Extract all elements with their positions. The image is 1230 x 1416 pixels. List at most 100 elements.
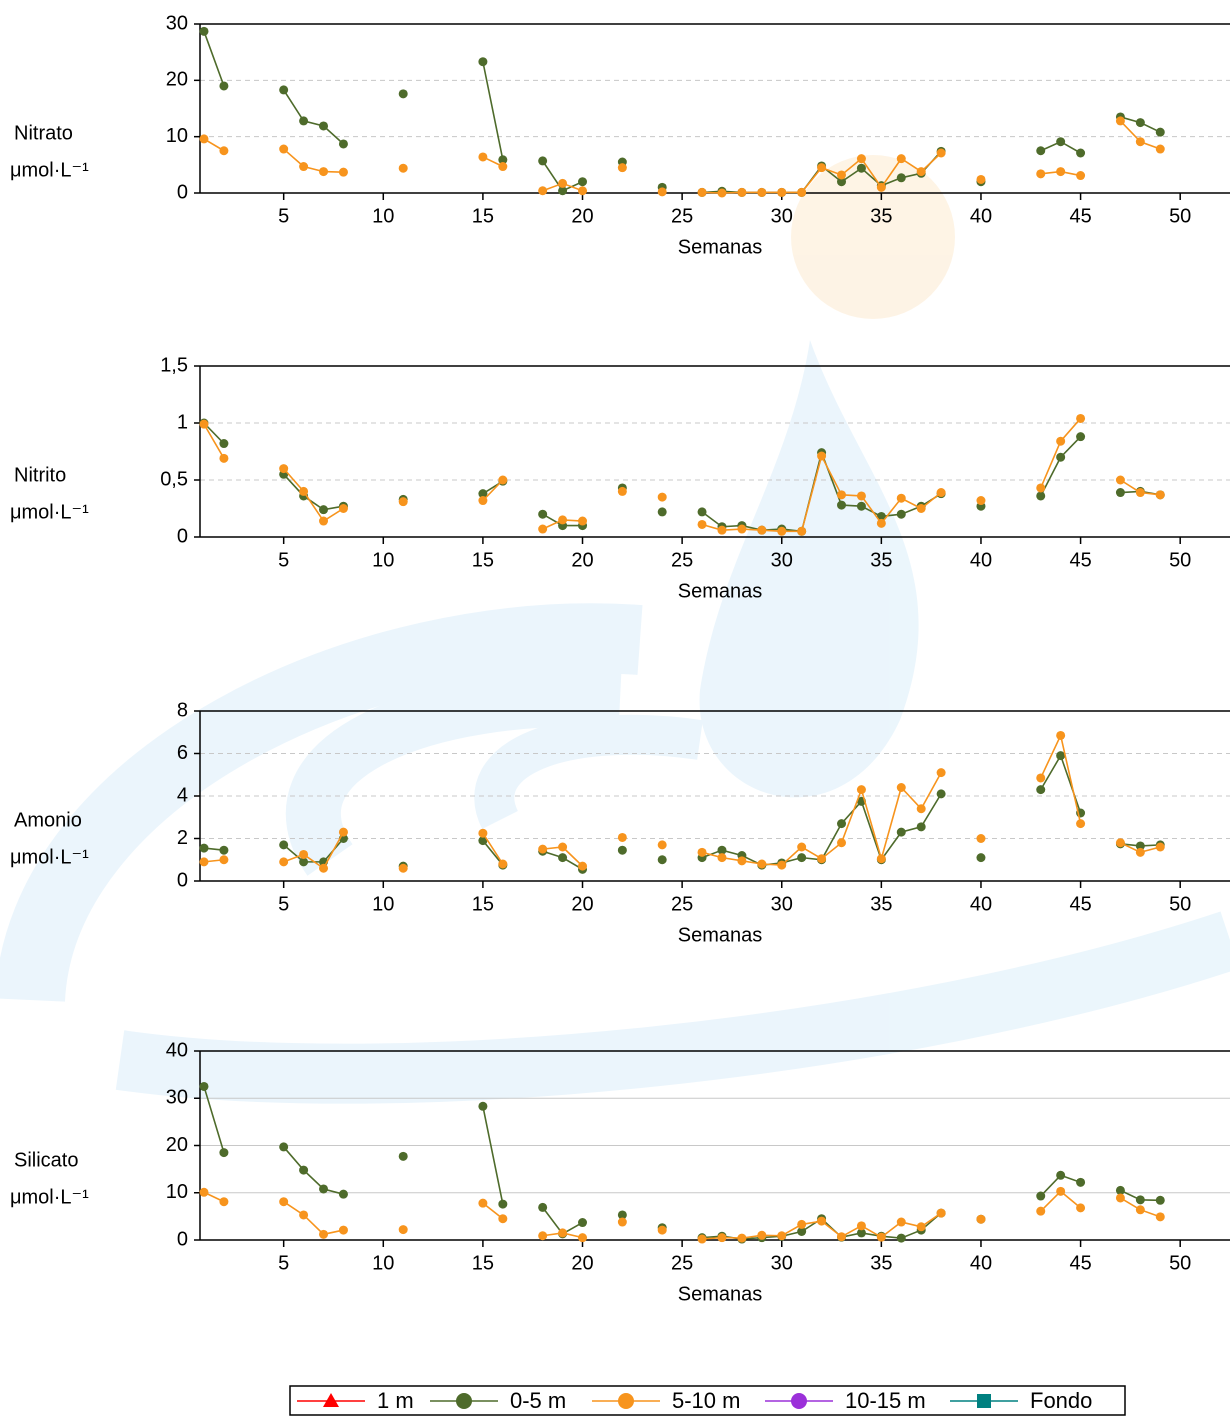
data-point <box>856 1228 866 1238</box>
y-tick-label: 0 <box>177 1228 188 1250</box>
data-point <box>538 509 548 519</box>
data-point <box>338 827 348 837</box>
data-point <box>1115 1185 1125 1195</box>
data-point <box>657 492 667 502</box>
data-point <box>916 804 926 814</box>
data-point <box>916 504 926 513</box>
x-tick-label: 50 <box>1169 1252 1191 1274</box>
data-point <box>817 451 827 461</box>
y-axis-label: Nitrato <box>14 122 73 144</box>
watermark-arc <box>474 714 703 829</box>
data-point <box>319 863 329 873</box>
data-point <box>279 840 289 850</box>
series-line <box>203 422 1161 533</box>
data-point <box>1056 751 1066 761</box>
data-point <box>299 162 309 172</box>
data-point <box>398 1225 408 1235</box>
data-point <box>1076 413 1086 423</box>
data-point <box>199 1081 209 1091</box>
data-point <box>319 167 329 177</box>
data-point <box>1115 475 1125 485</box>
data-point <box>717 853 727 863</box>
data-point <box>717 845 727 855</box>
data-point <box>1036 483 1046 493</box>
data-point <box>219 81 229 91</box>
data-point <box>498 1199 508 1209</box>
data-point <box>1155 1212 1165 1222</box>
data-point <box>1036 1206 1046 1216</box>
data-point <box>478 1101 488 1111</box>
x-tick-label: 35 <box>870 1252 892 1274</box>
x-tick-label: 25 <box>671 1252 693 1274</box>
data-point <box>1115 116 1125 126</box>
data-point <box>1155 1195 1165 1205</box>
x-tick-label: 30 <box>771 1252 793 1274</box>
data-point <box>777 187 787 197</box>
data-point <box>1076 819 1086 829</box>
data-point <box>876 1232 886 1242</box>
data-point <box>279 144 289 154</box>
data-point <box>896 173 906 183</box>
x-tick-label: 20 <box>571 893 593 915</box>
data-point <box>976 853 986 863</box>
data-point <box>916 167 926 177</box>
legend-marker <box>791 1393 807 1409</box>
data-point <box>1135 1205 1145 1215</box>
data-point <box>558 178 568 188</box>
watermark-arc <box>0 603 643 1003</box>
data-point <box>896 509 906 519</box>
x-tick-label: 15 <box>472 893 494 915</box>
data-point <box>697 847 707 857</box>
data-point <box>1056 167 1066 177</box>
data-point <box>896 1233 906 1243</box>
data-point <box>837 177 847 187</box>
data-point <box>398 863 408 873</box>
x-tick-label: 10 <box>372 1252 394 1274</box>
x-axis-label: Semanas <box>678 924 763 946</box>
data-point <box>896 493 906 503</box>
data-point <box>817 1216 827 1226</box>
data-point <box>757 525 767 535</box>
data-point <box>617 1217 627 1227</box>
data-point <box>1056 137 1066 147</box>
data-point <box>1056 436 1066 446</box>
data-point <box>837 170 847 180</box>
data-point <box>498 475 508 485</box>
y-axis-label: μmol·L⁻¹ <box>10 159 89 181</box>
y-tick-label: 30 <box>166 12 188 34</box>
data-point <box>199 26 209 36</box>
x-tick-label: 40 <box>970 893 992 915</box>
x-tick-label: 35 <box>870 205 892 227</box>
data-point <box>1076 1177 1086 1187</box>
data-point <box>837 490 847 500</box>
data-point <box>1076 148 1086 158</box>
data-point <box>617 486 627 496</box>
data-point <box>1135 118 1145 128</box>
data-point <box>757 859 767 869</box>
data-point <box>338 139 348 149</box>
legend-label: Fondo <box>1030 1388 1092 1413</box>
data-point <box>498 162 508 172</box>
data-point <box>896 154 906 164</box>
data-point <box>338 1189 348 1199</box>
data-point <box>578 861 588 871</box>
data-point <box>1056 1186 1066 1196</box>
data-point <box>936 148 946 158</box>
data-point <box>498 859 508 869</box>
data-point <box>1076 171 1086 181</box>
data-point <box>498 1214 508 1224</box>
y-tick-label: 1,5 <box>160 354 188 376</box>
data-point <box>199 134 209 144</box>
data-point <box>797 187 807 197</box>
data-point <box>856 785 866 795</box>
data-point <box>936 789 946 799</box>
x-tick-label: 35 <box>870 549 892 571</box>
data-point <box>578 516 588 526</box>
y-tick-label: 6 <box>177 742 188 764</box>
x-tick-label: 5 <box>278 893 289 915</box>
legend-marker <box>977 1394 991 1408</box>
data-point <box>558 853 568 863</box>
data-point <box>1056 730 1066 740</box>
data-point <box>319 505 329 515</box>
data-point <box>1036 146 1046 156</box>
